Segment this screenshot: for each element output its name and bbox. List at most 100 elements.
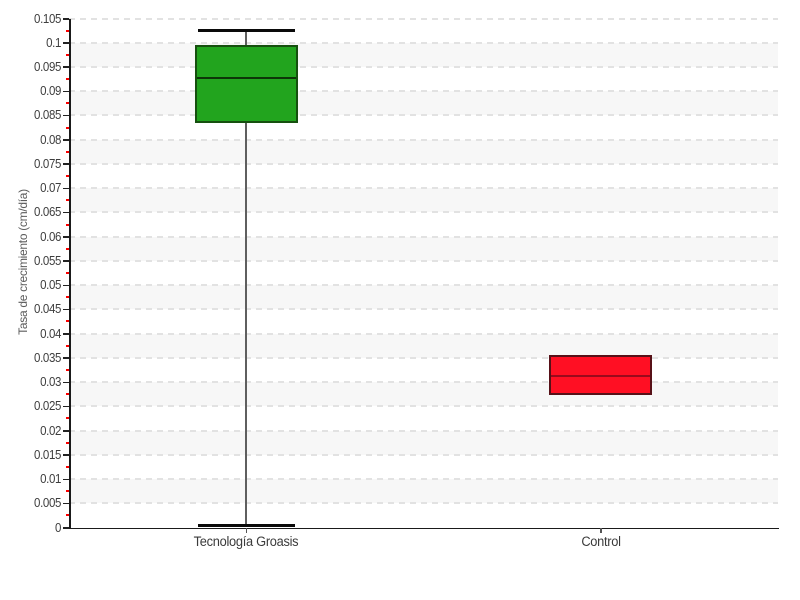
y-axis-line (69, 18, 71, 529)
y-axis-tick-label: 0.005 (34, 496, 61, 511)
y-axis-tick-label: 0.095 (34, 59, 61, 74)
y-axis-major-tick (63, 430, 69, 432)
y-axis-major-tick (63, 454, 69, 456)
y-axis-minor-tick (65, 465, 69, 468)
y-axis-major-tick (63, 527, 69, 529)
gridline (69, 381, 778, 384)
x-axis-category-label: Tecnología Groasis (193, 533, 299, 549)
y-axis-minor-tick (65, 102, 69, 105)
y-axis-minor-tick (65, 514, 69, 517)
gridline (69, 235, 778, 238)
y-axis-tick-label: 0.01 (40, 472, 61, 487)
gridline (69, 478, 778, 481)
y-axis-tick-label: 0.055 (34, 253, 61, 268)
gridline (69, 259, 778, 262)
y-axis-tick-label: 0.035 (34, 350, 61, 365)
y-axis-major-tick (63, 42, 69, 44)
gridline (69, 332, 778, 335)
plot-band (69, 260, 778, 286)
plot-band (69, 139, 778, 164)
lower-whisker-cap (197, 523, 295, 527)
y-axis-major-tick (63, 260, 69, 262)
plot-band (69, 503, 778, 528)
gridline (69, 65, 778, 68)
y-axis-tick-label: 0.105 (34, 11, 61, 26)
y-axis-tick-label: 0.04 (40, 326, 61, 341)
y-axis-major-tick (63, 333, 69, 335)
plot-band (69, 188, 778, 213)
gridline (69, 405, 778, 408)
gridline (69, 429, 778, 432)
y-axis-minor-tick (65, 368, 69, 371)
y-axis-major-tick (63, 187, 69, 190)
y-axis-minor-tick (65, 393, 69, 396)
x-axis-category-tick (600, 527, 602, 533)
plot-band (69, 430, 778, 455)
y-axis-major-tick (63, 18, 69, 20)
y-axis-tick-label: 0.03 (40, 375, 61, 390)
plot-band (69, 18, 778, 43)
y-axis-tick-label: 0.06 (40, 229, 61, 244)
y-axis-minor-tick (65, 247, 69, 250)
y-axis-major-tick (63, 66, 69, 68)
y-axis-major-tick (63, 478, 69, 481)
lower-whisker-stem (245, 122, 248, 526)
y-axis-tick-label: 0.05 (40, 278, 61, 293)
x-axis-category-tick (245, 527, 248, 533)
y-axis-minor-tick (65, 29, 69, 32)
y-axis-major-tick (63, 308, 69, 311)
gridline (69, 284, 778, 287)
y-axis-major-tick (63, 139, 69, 141)
gridline (69, 162, 778, 165)
y-axis-tick-label: 0.08 (40, 132, 61, 147)
y-axis-minor-tick (65, 441, 69, 444)
y-axis-major-tick (63, 90, 69, 93)
y-axis-minor-tick (65, 150, 69, 153)
y-axis-minor-tick (65, 417, 69, 420)
plot-band (69, 91, 778, 116)
y-axis-minor-tick (65, 272, 69, 274)
plot-band (69, 454, 778, 480)
gridline (69, 211, 778, 214)
gridline (69, 308, 778, 311)
gridline (69, 114, 778, 117)
y-axis-tick-label: 0 (54, 520, 61, 535)
y-axis-minor-tick (65, 296, 69, 299)
y-axis-tick-label: 0.075 (34, 156, 61, 171)
gridline (69, 453, 778, 456)
gridline (69, 356, 778, 359)
y-axis-major-tick (63, 163, 69, 165)
plot-band (69, 357, 778, 383)
gridline (69, 187, 778, 190)
plot-band (69, 115, 778, 140)
y-axis-minor-tick (65, 344, 69, 347)
plot-band (69, 309, 778, 334)
plot-band (69, 479, 778, 504)
plot-band (69, 236, 778, 261)
plot-band (69, 333, 778, 358)
median-line (196, 77, 296, 80)
y-axis-minor-tick (65, 175, 69, 178)
median-line (551, 374, 651, 377)
y-axis-minor-tick (65, 126, 69, 129)
plot-band (69, 66, 778, 92)
y-axis-tick-label: 0.07 (40, 181, 61, 196)
y-axis-major-tick (63, 405, 69, 408)
y-axis-minor-tick (65, 78, 69, 81)
y-axis-major-tick (63, 211, 69, 214)
plot-band (69, 42, 778, 67)
gridline (69, 138, 778, 141)
x-axis-category-label: Control (581, 533, 621, 549)
gridline (69, 17, 778, 20)
y-axis-major-tick (63, 236, 69, 238)
y-axis-tick-label: 0.085 (34, 108, 61, 123)
upper-whisker-stem (245, 30, 248, 46)
box-tecnologia-groasis[interactable] (194, 45, 298, 123)
y-axis-minor-tick (65, 53, 69, 56)
y-axis-minor-tick (65, 320, 69, 323)
y-axis-tick-label: 0.065 (34, 205, 61, 220)
gridline (69, 90, 778, 93)
y-axis-tick-label: 0.02 (40, 423, 61, 438)
y-axis-major-tick (63, 114, 69, 117)
y-axis-major-tick (63, 381, 69, 384)
